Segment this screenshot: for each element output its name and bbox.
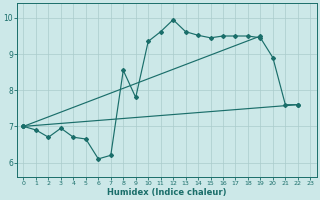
X-axis label: Humidex (Indice chaleur): Humidex (Indice chaleur)	[107, 188, 227, 197]
